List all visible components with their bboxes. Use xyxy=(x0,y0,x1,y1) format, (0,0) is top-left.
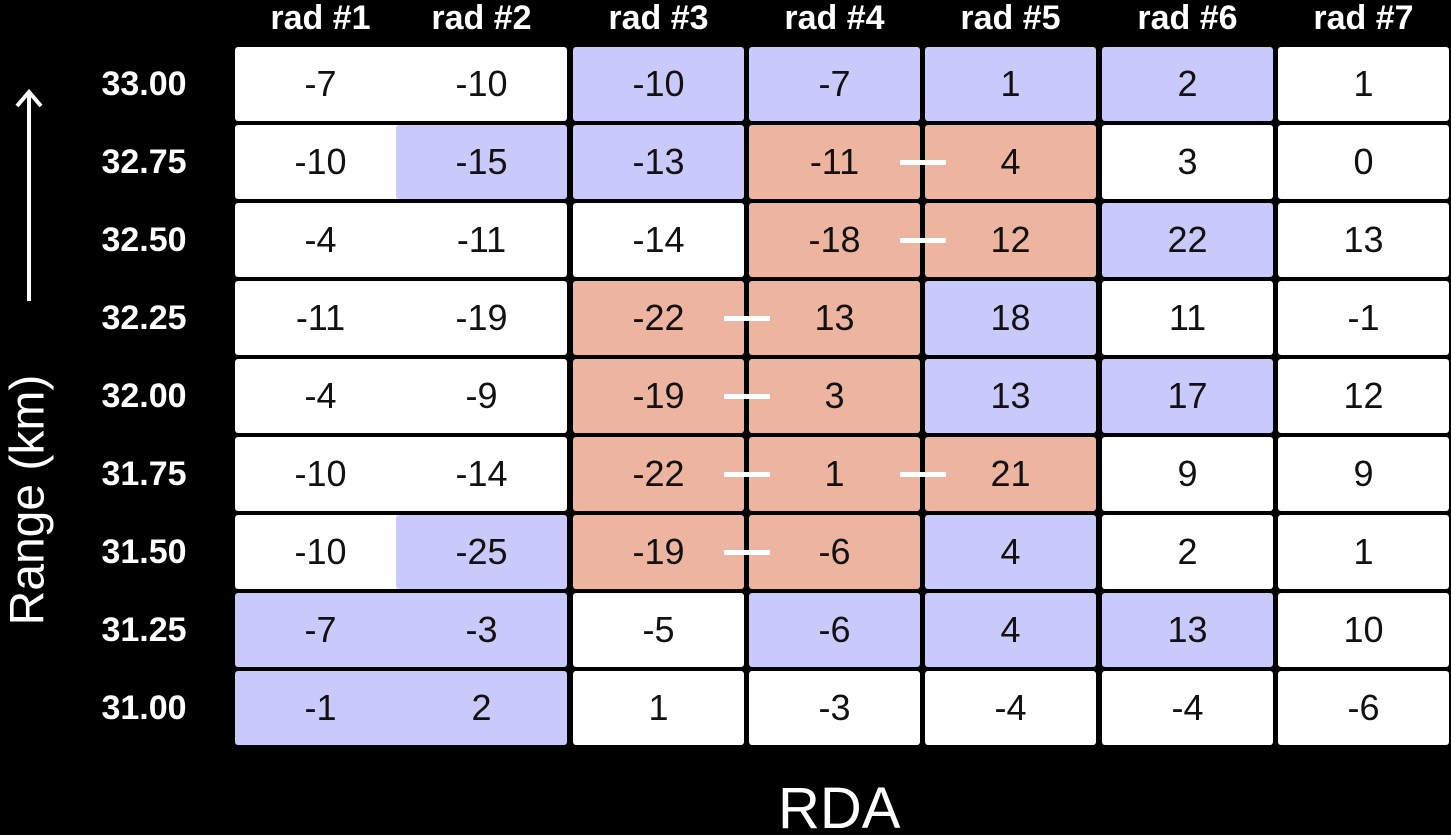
grid-cell: -4 xyxy=(235,359,406,433)
grid-cell: 0 xyxy=(1278,125,1449,199)
grid-cell: -10 xyxy=(396,47,567,121)
grid-cell: 3 xyxy=(1102,125,1273,199)
grid-cell: 12 xyxy=(925,203,1096,277)
x-axis-title: RDA xyxy=(778,776,901,835)
grid-cell: 10 xyxy=(1278,593,1449,667)
grid-cell: -6 xyxy=(1278,671,1449,745)
grid-cell: -7 xyxy=(235,593,406,667)
column-header: rad #7 xyxy=(1313,0,1414,37)
grid-cell: 9 xyxy=(1278,437,1449,511)
grid-cell: 13 xyxy=(1278,203,1449,277)
grid-cell: 2 xyxy=(1102,515,1273,589)
grid-cell: -10 xyxy=(573,47,744,121)
grid-cell: -3 xyxy=(749,671,920,745)
grid-cell: 12 xyxy=(1278,359,1449,433)
pair-connector xyxy=(900,472,946,477)
pair-connector xyxy=(724,550,770,555)
y-axis-title: Range (km) xyxy=(1,374,55,626)
grid-cell: -7 xyxy=(749,47,920,121)
row-label: 31.25 xyxy=(101,611,187,649)
grid-cell: 21 xyxy=(925,437,1096,511)
grid-cell: 13 xyxy=(925,359,1096,433)
grid-cell: -19 xyxy=(573,359,744,433)
row-label: 31.75 xyxy=(101,455,187,493)
grid-cell: 13 xyxy=(1102,593,1273,667)
column-header: rad #5 xyxy=(960,0,1061,37)
grid-cell: -10 xyxy=(235,437,406,511)
grid-cell: 4 xyxy=(925,125,1096,199)
grid-cell: -6 xyxy=(749,515,920,589)
row-label: 31.00 xyxy=(101,689,187,727)
pair-connector xyxy=(900,160,946,165)
grid-cell: 1 xyxy=(573,671,744,745)
grid-cell: -4 xyxy=(1102,671,1273,745)
row-label: 32.75 xyxy=(101,143,187,181)
grid-cell: -11 xyxy=(235,281,406,355)
grid-cell: -18 xyxy=(749,203,920,277)
grid-cell: 2 xyxy=(1102,47,1273,121)
grid-cell: -5 xyxy=(573,593,744,667)
grid-cell: 4 xyxy=(925,593,1096,667)
grid-cell: 4 xyxy=(925,515,1096,589)
grid-cell: 11 xyxy=(1102,281,1273,355)
grid-cell: -22 xyxy=(573,437,744,511)
row-label: 32.50 xyxy=(101,221,187,259)
row-label: 32.25 xyxy=(101,299,187,337)
grid-cell: -13 xyxy=(573,125,744,199)
pair-connector xyxy=(724,316,770,321)
grid-cell: -4 xyxy=(235,203,406,277)
grid-cell: 17 xyxy=(1102,359,1273,433)
column-header: rad #2 xyxy=(431,0,532,37)
grid-cell: -11 xyxy=(749,125,920,199)
grid-cell: -4 xyxy=(925,671,1096,745)
grid-cell: -10 xyxy=(235,515,406,589)
row-label: 33.00 xyxy=(101,65,187,103)
up-arrow-icon xyxy=(15,88,43,301)
grid-cell: 1 xyxy=(925,47,1096,121)
grid-cell: -11 xyxy=(396,203,567,277)
grid-cell: 3 xyxy=(749,359,920,433)
grid-cell: 13 xyxy=(749,281,920,355)
grid-cell: -1 xyxy=(235,671,406,745)
grid-cell: -14 xyxy=(573,203,744,277)
grid-cell: -15 xyxy=(396,125,567,199)
column-header: rad #1 xyxy=(270,0,371,37)
pair-connector xyxy=(724,472,770,477)
grid-cell: 1 xyxy=(1278,47,1449,121)
row-label: 31.50 xyxy=(101,533,187,571)
grid-cell: 22 xyxy=(1102,203,1273,277)
pair-connector xyxy=(900,238,946,243)
grid-cell: -10 xyxy=(235,125,406,199)
grid-cell: -14 xyxy=(396,437,567,511)
grid-cell: -3 xyxy=(396,593,567,667)
grid-cell: -6 xyxy=(749,593,920,667)
grid-cell: 9 xyxy=(1102,437,1273,511)
grid-cell: -9 xyxy=(396,359,567,433)
column-header: rad #3 xyxy=(608,0,709,37)
column-header: rad #6 xyxy=(1137,0,1238,37)
row-label: 32.00 xyxy=(101,377,187,415)
grid-cell: 1 xyxy=(749,437,920,511)
grid-cell: 18 xyxy=(925,281,1096,355)
grid-cell: -7 xyxy=(235,47,406,121)
grid-cell: -22 xyxy=(573,281,744,355)
pair-connector xyxy=(724,394,770,399)
column-header: rad #4 xyxy=(784,0,885,37)
grid-cell: -19 xyxy=(396,281,567,355)
grid-cell: -1 xyxy=(1278,281,1449,355)
grid-cell: 1 xyxy=(1278,515,1449,589)
grid-cell: 2 xyxy=(396,671,567,745)
grid-cell: -19 xyxy=(573,515,744,589)
grid-cell: -25 xyxy=(396,515,567,589)
